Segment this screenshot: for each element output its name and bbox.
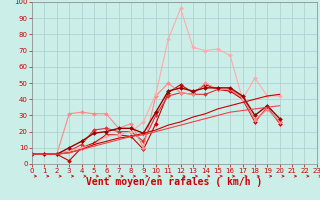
X-axis label: Vent moyen/en rafales ( km/h ): Vent moyen/en rafales ( km/h ) [86, 177, 262, 187]
